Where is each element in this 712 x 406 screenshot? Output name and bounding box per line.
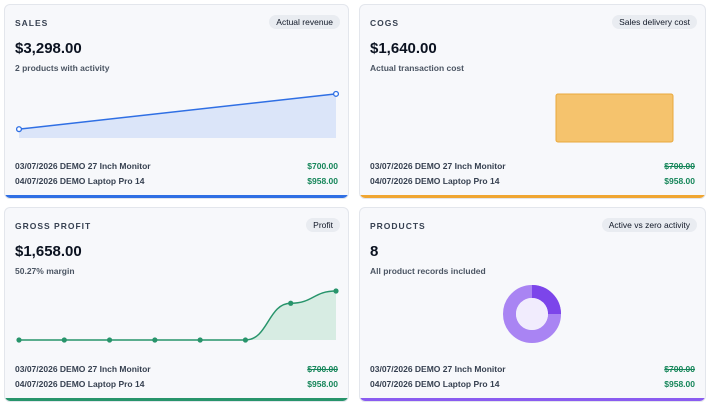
row-description: 03/07/2026 DEMO 27 Inch Monitor bbox=[370, 161, 506, 171]
card-subtitle: Actual transaction cost bbox=[370, 63, 464, 73]
card-value: 8 bbox=[370, 243, 379, 260]
accent-bar bbox=[360, 195, 705, 198]
row-amount: $700.00 bbox=[664, 364, 695, 374]
series-line bbox=[18, 93, 337, 130]
card-label: GROSS PROFIT bbox=[15, 221, 92, 231]
data-point bbox=[288, 300, 294, 306]
card-label: COGS bbox=[370, 18, 400, 28]
list-item: 04/07/2026 DEMO Laptop Pro 14 $958.00 bbox=[15, 176, 338, 188]
card-badge: Actual revenue bbox=[269, 15, 340, 29]
card-value: $3,298.00 bbox=[15, 40, 82, 57]
row-description: 03/07/2026 DEMO 27 Inch Monitor bbox=[15, 364, 151, 374]
series-line bbox=[19, 290, 337, 341]
row-amount: $958.00 bbox=[664, 176, 695, 186]
card-subtitle: 2 products with activity bbox=[15, 63, 110, 73]
series-area bbox=[19, 291, 336, 340]
card-subtitle: All product records included bbox=[370, 266, 486, 276]
row-description: 04/07/2026 DEMO Laptop Pro 14 bbox=[15, 379, 145, 389]
cogs-card: COGS Sales delivery cost $1,640.00 Actua… bbox=[359, 4, 706, 199]
products-donut-chart bbox=[503, 285, 561, 343]
list-item: 04/07/2026 DEMO Laptop Pro 14 $958.00 bbox=[15, 379, 338, 391]
card-value: $1,640.00 bbox=[370, 40, 437, 57]
gross-profit-chart bbox=[16, 288, 339, 343]
card-badge: Profit bbox=[306, 218, 340, 232]
sales-chart bbox=[15, 90, 340, 138]
card-subtitle: 50.27% margin bbox=[15, 266, 75, 276]
series-area bbox=[19, 93, 336, 138]
gross-profit-card: GROSS PROFIT Profit $1,658.00 50.27% mar… bbox=[4, 207, 349, 402]
card-label: PRODUCTS bbox=[370, 221, 426, 231]
list-item: 03/07/2026 DEMO 27 Inch Monitor $700.00 bbox=[15, 161, 338, 173]
list-item: 03/07/2026 DEMO 27 Inch Monitor $700.00 bbox=[370, 364, 695, 376]
data-point bbox=[61, 337, 67, 343]
pie-slice-active bbox=[531, 285, 561, 315]
data-point bbox=[332, 90, 340, 97]
cogs-chart bbox=[555, 93, 674, 143]
data-point bbox=[242, 337, 249, 343]
list-item: 04/07/2026 DEMO Laptop Pro 14 $958.00 bbox=[370, 379, 695, 391]
list-item: 04/07/2026 DEMO Laptop Pro 14 $958.00 bbox=[370, 176, 695, 188]
row-amount: $958.00 bbox=[307, 379, 338, 389]
card-value: $1,658.00 bbox=[15, 243, 82, 260]
accent-bar bbox=[5, 195, 348, 198]
products-card: PRODUCTS Active vs zero activity 8 All p… bbox=[359, 207, 706, 402]
row-amount: $700.00 bbox=[307, 364, 338, 374]
data-point bbox=[197, 337, 203, 343]
data-point bbox=[15, 126, 23, 133]
row-amount: $958.00 bbox=[664, 379, 695, 389]
accent-bar bbox=[5, 398, 348, 401]
data-point bbox=[152, 337, 158, 343]
row-description: 03/07/2026 DEMO 27 Inch Monitor bbox=[370, 364, 506, 374]
row-amount: $700.00 bbox=[307, 161, 338, 171]
row-description: 04/07/2026 DEMO Laptop Pro 14 bbox=[15, 176, 145, 186]
card-badge: Active vs zero activity bbox=[601, 218, 697, 232]
sales-card: SALES Actual revenue $3,298.00 2 product… bbox=[4, 4, 349, 199]
accent-bar bbox=[360, 398, 705, 401]
data-point bbox=[106, 337, 113, 343]
bar bbox=[555, 93, 674, 143]
donut-hole bbox=[516, 298, 548, 330]
row-amount: $700.00 bbox=[664, 161, 695, 171]
list-item: 03/07/2026 DEMO 27 Inch Monitor $700.00 bbox=[370, 161, 695, 173]
card-badge: Sales delivery cost bbox=[612, 15, 697, 29]
row-amount: $958.00 bbox=[307, 176, 338, 186]
row-description: 04/07/2026 DEMO Laptop Pro 14 bbox=[370, 379, 500, 389]
data-point bbox=[333, 288, 339, 294]
row-description: 04/07/2026 DEMO Laptop Pro 14 bbox=[370, 176, 500, 186]
list-item: 03/07/2026 DEMO 27 Inch Monitor $700.00 bbox=[15, 364, 338, 376]
data-point bbox=[16, 337, 22, 343]
card-label: SALES bbox=[15, 18, 49, 28]
row-description: 03/07/2026 DEMO 27 Inch Monitor bbox=[15, 161, 151, 171]
